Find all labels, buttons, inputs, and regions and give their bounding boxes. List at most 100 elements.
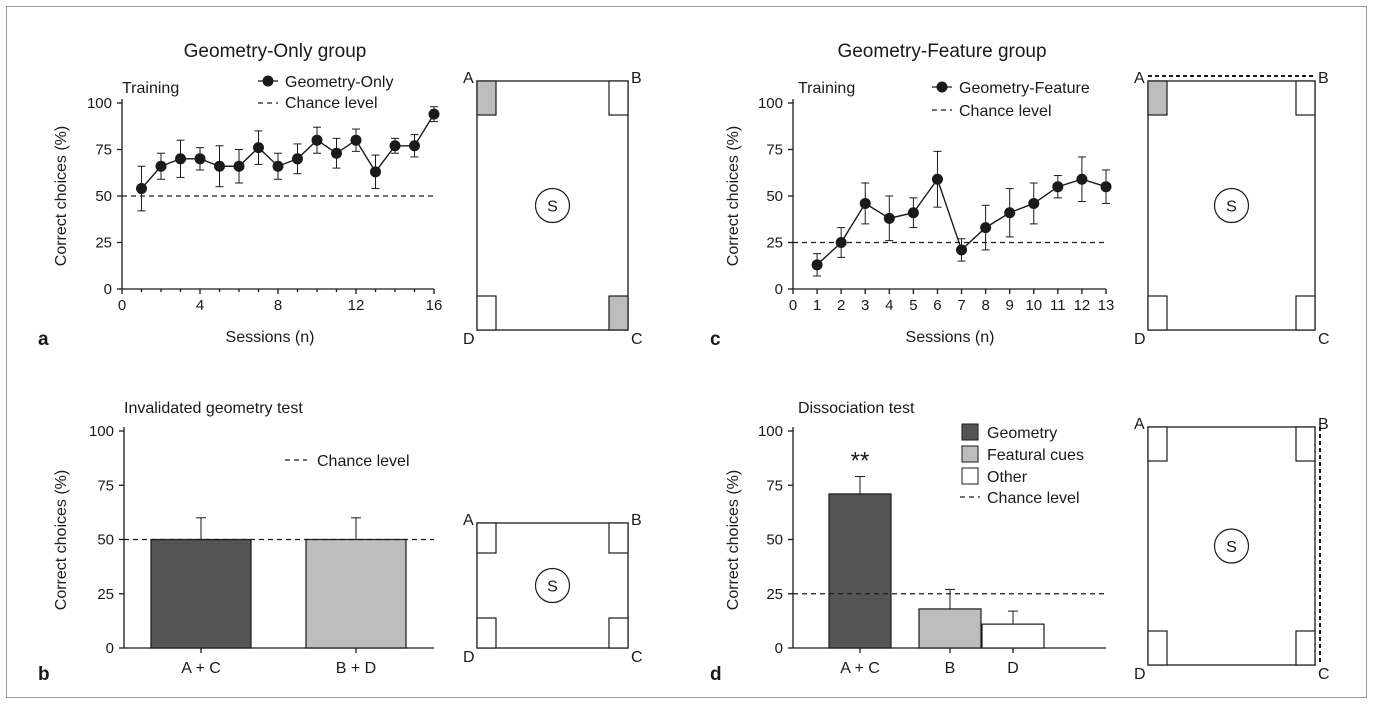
panel-a-data-point xyxy=(272,160,284,172)
panel-d-legend-swatch-other xyxy=(961,467,979,485)
panel-b-legend-chance: Chance level xyxy=(317,453,410,470)
panel-a-legend-chance: Chance level xyxy=(285,95,378,112)
panel-c-ytick-label: 0 xyxy=(775,281,783,298)
panel-a-line-chart: Training Correct choices (%) Sessions (n… xyxy=(38,74,393,350)
panel-c-data-point xyxy=(1004,207,1016,219)
panel-c-xtick-label: 8 xyxy=(981,297,989,314)
panel-a-data-point xyxy=(311,134,323,146)
arena-c-corner-label-d: D xyxy=(1134,331,1146,348)
arena-diagrams-layer: A B C D S A B C D S A B C D S A B C D S xyxy=(463,70,1330,683)
panel-a-data-point xyxy=(214,160,225,172)
panel-b-category-label: B + D xyxy=(336,660,376,677)
arena-b-corner-label-d: D xyxy=(463,649,475,666)
arena-a-start-label: S xyxy=(547,199,558,216)
arena-b-start-circle xyxy=(534,567,571,604)
panel-a-data-point xyxy=(175,153,186,165)
panel-c-xtick-label: 6 xyxy=(933,297,941,314)
panel-b-ytick-label: 100 xyxy=(89,423,114,440)
arena-c-corner-label-c: C xyxy=(1318,331,1330,348)
panel-a-data-point xyxy=(253,142,264,154)
arena-c-start-label: S xyxy=(1226,199,1237,216)
arena-a-start-circle xyxy=(534,187,571,224)
panel-a-xtick-label: 16 xyxy=(426,297,443,314)
panel-c-letter: c xyxy=(710,329,721,350)
arena-d-corner-label-b: B xyxy=(1318,416,1329,433)
panel-a-data-point xyxy=(428,108,440,120)
panel-c-data-point xyxy=(883,212,895,224)
panel-d-legend-chance: Chance level xyxy=(987,490,1080,507)
arena-a-corner-box-a xyxy=(476,80,497,116)
panel-b-bar-chart: Invalidated geometry test Correct choice… xyxy=(38,400,410,685)
arena-d-corner-box-a xyxy=(1147,426,1168,462)
panel-d-legend-swatch-featural xyxy=(961,445,979,463)
panel-b-category-label: A + C xyxy=(181,660,221,677)
panel-d-legend-other: Other xyxy=(987,469,1028,486)
panel-d-subtitle: Dissociation test xyxy=(798,400,915,417)
panel-a-legend-series: Geometry-Only xyxy=(285,74,393,91)
panel-b-bar xyxy=(150,538,252,649)
panel-a-data-point xyxy=(350,134,362,146)
panel-b-ytick-label: 0 xyxy=(106,640,114,657)
panel-a-xlabel: Sessions (n) xyxy=(226,329,315,346)
arena-b-corner-label-b: B xyxy=(631,512,642,529)
arena-c-start-circle xyxy=(1213,187,1250,224)
panel-a-data-point xyxy=(194,153,206,165)
arena-c-corner-box-a xyxy=(1147,80,1168,116)
arena-c: A B C D S xyxy=(1134,70,1330,348)
panel-a-data-point xyxy=(136,183,147,195)
panel-c-data-point xyxy=(956,244,968,256)
panel-a-data-point xyxy=(233,160,245,172)
panel-a-ytick-label: 100 xyxy=(87,95,112,112)
panel-c-xtick-label: 2 xyxy=(837,297,845,314)
panel-a-legend-marker xyxy=(262,75,274,87)
panel-a-subtitle: Training xyxy=(122,80,179,97)
group-title-geometry-only: Geometry-Only group xyxy=(184,41,367,62)
panel-a-series-line xyxy=(140,113,435,190)
panel-a-ylabel: Correct choices (%) xyxy=(53,126,70,266)
arena-a-corner-label-a: A xyxy=(463,70,474,87)
arena-b-corner-box-d xyxy=(476,617,497,649)
arena-a: A B C D S xyxy=(463,70,643,348)
panel-c-data-point xyxy=(931,173,943,185)
panel-a-data-point xyxy=(331,147,342,159)
panel-a-data-point xyxy=(370,166,381,178)
panel-c-xtick-label: 3 xyxy=(861,297,869,314)
panel-c-ytick-label: 75 xyxy=(766,142,783,159)
arena-a-corner-label-c: C xyxy=(631,331,643,348)
arena-b-corner-box-c xyxy=(608,617,629,649)
panel-d-ylabel: Correct choices (%) xyxy=(725,470,742,610)
panel-c-ytick-label: 25 xyxy=(766,235,783,252)
arena-a-corner-box-d xyxy=(476,295,497,331)
arena-a-corner-box-c xyxy=(608,295,629,331)
panel-c-legend-chance: Chance level xyxy=(959,103,1052,120)
panel-c-xtick-label: 11 xyxy=(1050,297,1066,314)
arena-a-corner-box-b xyxy=(608,80,629,116)
panel-d-letter: d xyxy=(710,664,722,685)
arena-d-start-label: S xyxy=(1226,539,1237,556)
arena-a-corner-label-b: B xyxy=(631,70,642,87)
panel-c-data-point xyxy=(1028,197,1040,209)
arena-c-corner-label-a: A xyxy=(1134,70,1145,87)
panel-b-ytick-label: 25 xyxy=(97,586,114,603)
panel-c-data-point xyxy=(1076,173,1088,185)
panel-b-letter: b xyxy=(38,664,50,685)
panel-a-ytick-label: 50 xyxy=(95,188,112,205)
panel-d-legend-swatch-geometry xyxy=(961,423,979,441)
panel-b-ytick-label: 75 xyxy=(97,477,114,494)
arena-b: A B C D S xyxy=(463,512,643,666)
panel-a-ytick-label: 75 xyxy=(95,142,112,159)
group-title-geometry-feature: Geometry-Feature group xyxy=(837,41,1046,62)
panel-c-xtick-label: 7 xyxy=(957,297,965,314)
panel-d-ytick-label: 25 xyxy=(766,586,783,603)
panel-d-category-label: B xyxy=(945,660,956,677)
panel-b-bar xyxy=(305,538,407,649)
panel-a-xtick-label: 12 xyxy=(348,297,365,314)
arena-b-corner-label-a: A xyxy=(463,512,474,529)
arena-c-corner-box-d xyxy=(1147,295,1168,331)
panel-a-xtick-label: 0 xyxy=(118,297,126,314)
panel-d-significance-marker: ** xyxy=(851,448,870,475)
figure-frame xyxy=(6,6,1367,698)
arena-a-corner-label-d: D xyxy=(463,331,475,348)
panel-c-legend-marker xyxy=(936,81,948,93)
panel-c-data-point xyxy=(1100,181,1112,193)
